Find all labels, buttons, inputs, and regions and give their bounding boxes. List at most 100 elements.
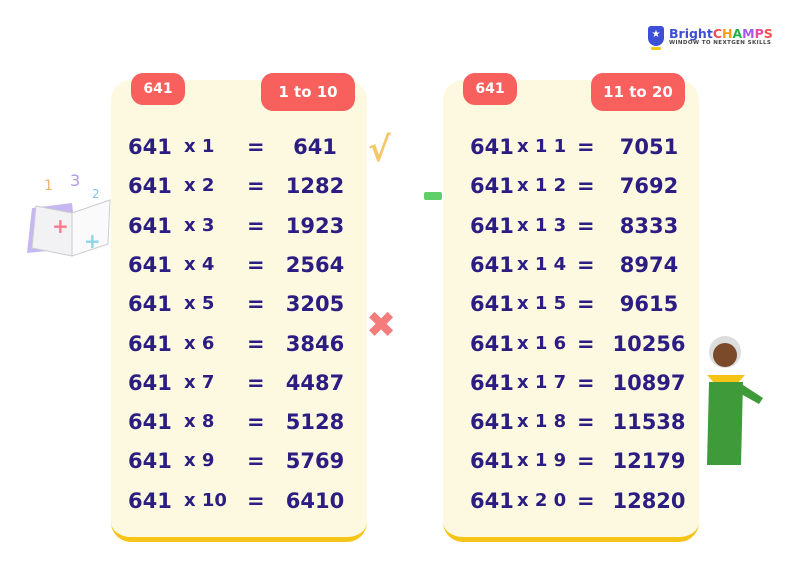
table-row: 641 x 1 8 = 11538 <box>443 407 699 437</box>
multiplier: x 2 0 <box>517 489 567 511</box>
table-row: 641 x 10 = 6410 <box>111 486 367 516</box>
equals-sign: = <box>577 410 595 435</box>
table-row: 641 x 5 = 3205 <box>111 289 367 319</box>
svg-text:1: 1 <box>44 178 53 194</box>
table-row: 641 x 2 = 1282 <box>111 171 367 201</box>
equals-sign: = <box>577 449 595 474</box>
equals-sign: = <box>247 252 265 277</box>
product: 3846 <box>285 331 345 356</box>
multiplier: x 1 <box>184 136 215 157</box>
table-row: 641 x 1 6 = 10256 <box>443 329 699 359</box>
base-number: 641 <box>128 331 172 356</box>
tagline: WINDOW TO NEXTGEN SKILLS <box>669 39 772 46</box>
number-badge: 641 <box>463 73 517 105</box>
table-row: 641 x 1 4 = 8974 <box>443 250 699 280</box>
brand-name: BrightCHAMPS <box>669 25 773 41</box>
range-badge: 1 to 10 <box>261 73 355 111</box>
product: 1923 <box>285 213 345 238</box>
table-row: 641 x 1 3 = 8333 <box>443 211 699 241</box>
multiplier: x 1 6 <box>517 332 567 354</box>
multiplier: x 1 8 <box>517 411 567 433</box>
equals-sign: = <box>247 213 265 238</box>
table-row: 641 x 8 = 5128 <box>111 407 367 437</box>
base-number: 641 <box>470 292 514 317</box>
multiplier: x 4 <box>184 253 215 275</box>
table-row: 641 x 3 = 1923 <box>111 211 367 241</box>
product: 10256 <box>612 331 686 356</box>
shield-star-icon: ★ <box>648 26 664 50</box>
multiplier: x 10 <box>184 489 227 511</box>
range-badge: 11 to 20 <box>591 73 685 111</box>
equals-sign: = <box>247 488 265 513</box>
table-row: 641 x 7 = 4487 <box>111 368 367 398</box>
base-number: 641 <box>128 135 172 159</box>
base-number: 641 <box>470 449 514 474</box>
multiplier: x 1 3 <box>517 214 567 236</box>
table-row: 641 x 9 = 5769 <box>111 446 367 476</box>
multiplier: x 3 <box>184 214 215 236</box>
number-badge: 641 <box>131 73 185 105</box>
table-card-11-to-20: 641 11 to 20 641 x 1 1 = 7051 641 x 1 2 = 7692 6… <box>443 73 699 542</box>
multiplier: x 2 <box>184 175 215 197</box>
product: 12820 <box>612 488 686 513</box>
base-number: 641 <box>128 449 172 474</box>
base-number: 641 <box>128 410 172 435</box>
product: 2564 <box>285 252 345 277</box>
base-number: 641 <box>128 370 172 395</box>
equals-sign: = <box>577 174 595 199</box>
base-number: 641 <box>128 252 172 277</box>
svg-text:+: + <box>52 214 69 238</box>
equals-sign: = <box>577 488 595 513</box>
base-number: 641 <box>128 174 172 199</box>
equals-sign: = <box>247 449 265 474</box>
equals-sign: = <box>577 135 595 159</box>
table-row: 641 x 1 1 = 7051 <box>443 132 699 162</box>
multiplier: x 1 2 <box>517 175 567 197</box>
svg-text:2: 2 <box>92 187 100 201</box>
check-mark-icon: √ <box>368 130 391 170</box>
multiplier: x 7 <box>184 371 215 393</box>
table-row: 641 x 4 = 2564 <box>111 250 367 280</box>
multiply-sign-icon: ✖ <box>366 305 397 346</box>
product: 8333 <box>619 213 679 238</box>
equals-sign: = <box>247 135 265 159</box>
product: 7051 <box>619 135 679 159</box>
table-row: 641 x 1 9 = 12179 <box>443 446 699 476</box>
character-illustration-icon <box>707 336 763 465</box>
product: 5128 <box>285 410 345 435</box>
multiplier: x 5 <box>184 293 215 315</box>
product: 12179 <box>612 449 686 474</box>
base-number: 641 <box>128 292 172 317</box>
product: 8974 <box>619 252 679 277</box>
product: 11538 <box>612 410 686 435</box>
table-row: 641 x 1 = 641 <box>111 132 367 162</box>
product: 9615 <box>619 292 679 317</box>
multiplier: x 1 4 <box>517 253 567 275</box>
product: 641 <box>293 135 337 159</box>
minus-sign-icon <box>424 192 442 200</box>
base-number: 641 <box>470 213 514 238</box>
base-number: 641 <box>470 135 514 159</box>
equals-sign: = <box>247 370 265 395</box>
table-row: 641 x 1 2 = 7692 <box>443 171 699 201</box>
base-number: 641 <box>470 488 514 513</box>
equals-sign: = <box>577 292 595 317</box>
book-illustration-icon: + + 1 3 2 <box>27 171 111 257</box>
equals-sign: = <box>247 174 265 199</box>
product: 1282 <box>285 174 345 199</box>
product: 10897 <box>612 370 686 395</box>
equals-sign: = <box>247 331 265 356</box>
product: 4487 <box>285 370 345 395</box>
base-number: 641 <box>470 331 514 356</box>
product: 3205 <box>285 292 345 317</box>
base-number: 641 <box>470 370 514 395</box>
multiplier: x 1 7 <box>517 371 567 393</box>
product: 6410 <box>285 488 345 513</box>
product: 5769 <box>285 449 345 474</box>
equals-sign: = <box>577 252 595 277</box>
table-row: 641 x 1 7 = 10897 <box>443 368 699 398</box>
equals-sign: = <box>577 370 595 395</box>
base-number: 641 <box>128 213 172 238</box>
multiplier: x 1 1 <box>517 136 567 157</box>
multiplier: x 1 9 <box>517 450 567 472</box>
